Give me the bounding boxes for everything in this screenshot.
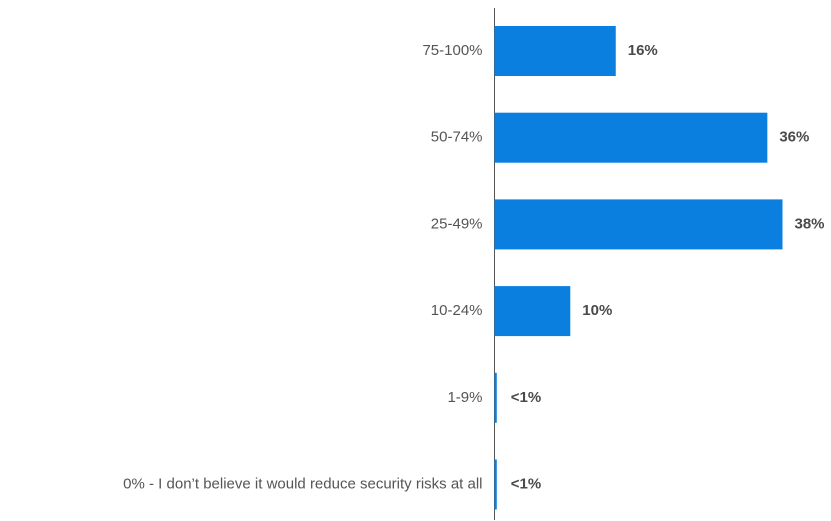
data-label-3: 10% [582,302,612,319]
category-label-1: 50-74% [431,129,483,146]
bar-4 [494,372,497,423]
category-label-5: 0% - I don’t believe it would reduce sec… [123,475,482,492]
category-label-0: 75-100% [422,42,482,59]
bar-5 [494,459,497,510]
data-label-1: 36% [779,129,809,146]
category-label-4: 1-9% [447,389,482,406]
data-label-5: <1% [511,475,541,492]
bar-2 [494,199,783,250]
bar-0 [494,26,616,76]
data-label-4: <1% [511,389,541,406]
data-label-2: 38% [795,215,825,232]
data-label-0: 16% [628,42,658,59]
bar-3 [494,286,571,337]
category-label-3: 10-24% [431,302,483,319]
category-label-2: 25-49% [431,215,483,232]
bar-1 [494,112,768,163]
